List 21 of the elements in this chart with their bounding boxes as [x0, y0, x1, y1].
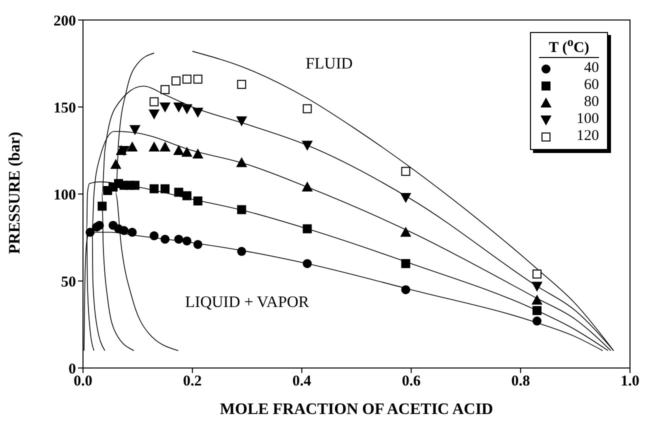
y-axis-title: PRESSURE (bar)	[6, 132, 24, 254]
x-tick-label: 0.0	[74, 374, 92, 390]
legend-label: 120	[576, 128, 599, 145]
annotation: LIQUID + VAPOR	[185, 294, 310, 312]
annotation: FLUID	[306, 56, 353, 73]
legend-label: 80	[583, 94, 599, 111]
x-tick-label: 0.2	[183, 374, 202, 390]
x-tick-label: 0.6	[402, 374, 422, 390]
y-tick-label: 100	[54, 187, 76, 204]
x-tick-label: 1.0	[620, 374, 640, 390]
x-axis-title: MOLE FRACTION OF ACETIC ACID	[220, 401, 494, 418]
legend-label: 60	[583, 77, 599, 94]
y-tick-label: 200	[54, 13, 76, 30]
legend-title: T ($^{o}$C)	[539, 35, 599, 58]
x-tick-label: 0.4	[292, 374, 312, 390]
x-tick-label: 0.8	[511, 374, 530, 390]
y-tick-label: 0	[68, 361, 76, 378]
legend-label: 40	[583, 60, 599, 77]
legend-label: 100	[576, 111, 599, 128]
y-tick-label: 50	[61, 274, 76, 290]
y-tick-label: 150	[54, 100, 76, 116]
